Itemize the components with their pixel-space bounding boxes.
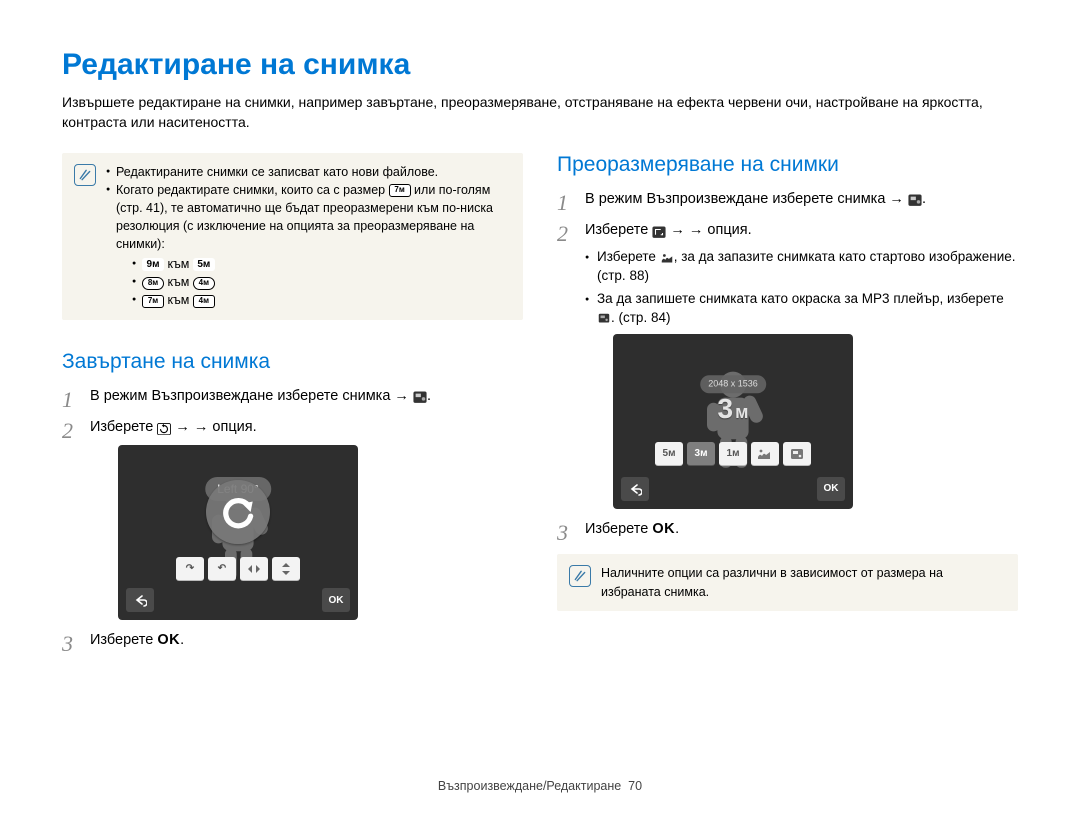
lcd-option-row: 5ᴍ 3ᴍ 1ᴍ [655, 442, 811, 466]
section-title-rotate: Завъртане на снимка [62, 350, 523, 374]
resize-map: 9ᴍ към 5ᴍ [132, 255, 511, 273]
section-title-resize: Преоразмеряване на снимки [557, 153, 1018, 177]
mp3-skin-icon [597, 312, 611, 325]
back-icon[interactable] [126, 588, 154, 612]
size-3m-button[interactable]: 3ᴍ [687, 442, 715, 466]
startup-image-button[interactable] [751, 442, 779, 466]
size-indicator: 3ᴍ [718, 388, 749, 430]
ok-button[interactable]: OK [322, 588, 350, 612]
flip-h-icon[interactable] [240, 557, 268, 581]
startup-image-icon [660, 251, 674, 264]
resize-icon [652, 224, 666, 237]
lcd-rotate: Left 90° ↷ ↶ OK [118, 445, 358, 620]
edit-icon [413, 389, 427, 402]
resize-map: 8ᴍ към 4ᴍ [132, 273, 511, 291]
page-footer: Възпроизвеждане/Редактиране 70 [0, 779, 1080, 793]
edit-icon [908, 192, 922, 205]
step: Изберете OK. [557, 519, 1018, 541]
note-text: Наличните опции са различни в зависимост… [601, 564, 1006, 600]
mp3-skin-button[interactable] [783, 442, 811, 466]
page-title: Редактиране на снимка [62, 48, 1018, 82]
rotate-arrow-icon [206, 480, 270, 544]
step: В режим Възпроизвеждане изберете снимка … [557, 189, 1018, 211]
step: Изберете → → опция. Left 90° ↷ ↶ [62, 417, 523, 620]
rotate-left-icon[interactable]: ↶ [208, 557, 236, 581]
left-column: Редактираните снимки се записват като но… [62, 153, 523, 662]
note-box-right: Наличните опции са различни в зависимост… [557, 554, 1018, 610]
step: Изберете → → опция. Изберете , за да зап… [557, 220, 1018, 508]
lcd-option-row: ↷ ↶ [176, 557, 300, 581]
right-column: Преоразмеряване на снимки В режим Възпро… [557, 153, 1018, 662]
note-item: Редактираните снимки се записват като но… [106, 163, 511, 181]
step: Изберете OK. [62, 630, 523, 652]
note-icon [74, 164, 96, 186]
lcd-resize: 2048 x 1536 3ᴍ 5ᴍ 3ᴍ 1ᴍ OK [613, 334, 853, 509]
ok-button[interactable]: OK [817, 477, 845, 501]
note-item: Когато редактирате снимки, които са с ра… [106, 181, 511, 310]
size-5m-button[interactable]: 5ᴍ [655, 442, 683, 466]
note-icon [569, 565, 591, 587]
ok-label: OK [157, 632, 180, 648]
size-1m-button[interactable]: 1ᴍ [719, 442, 747, 466]
back-icon[interactable] [621, 477, 649, 501]
step: В режим Възпроизвеждане изберете снимка … [62, 386, 523, 408]
sub-bullet: Изберете , за да запазите снимката като … [585, 248, 1018, 286]
rotate-right-icon[interactable]: ↷ [176, 557, 204, 581]
note-box-left: Редактираните снимки се записват като но… [62, 153, 523, 320]
intro-paragraph: Извършете редактиране на снимки, наприме… [62, 92, 1018, 133]
resize-map: 7ᴍ към 4ᴍ [132, 291, 511, 309]
rotate-icon [157, 421, 171, 434]
flip-v-icon[interactable] [272, 557, 300, 581]
sub-bullet: За да запишете снимката като окраска за … [585, 290, 1018, 328]
ok-label: OK [652, 521, 675, 537]
